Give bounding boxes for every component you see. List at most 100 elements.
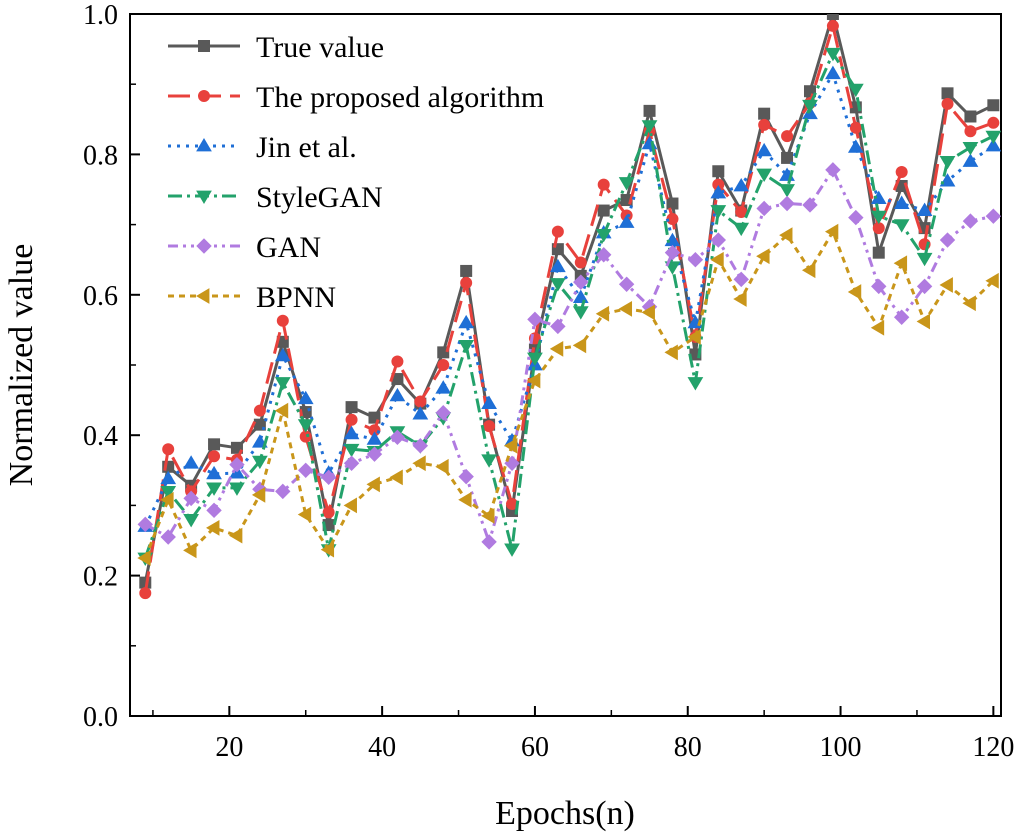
data-point	[458, 468, 474, 485]
data-point	[435, 405, 451, 421]
data-point	[275, 483, 291, 500]
data-point	[870, 319, 885, 336]
legend-item: GAN	[168, 231, 321, 264]
data-point	[826, 14, 839, 20]
data-point	[183, 455, 199, 469]
data-point	[297, 419, 314, 433]
data-point	[504, 437, 518, 454]
data-point	[987, 116, 1000, 129]
data-point	[939, 156, 956, 170]
data-point	[824, 223, 839, 240]
data-point	[460, 276, 473, 289]
legend-item: StyleGAN	[168, 181, 383, 214]
data-point	[893, 219, 910, 233]
data-point	[343, 425, 360, 440]
data-point	[939, 232, 956, 248]
x-tick-label: 40	[368, 732, 396, 763]
data-point	[274, 347, 291, 362]
x-tick-label: 120	[972, 732, 1014, 763]
data-point	[756, 168, 773, 183]
data-point	[549, 340, 564, 357]
data-point	[389, 387, 406, 402]
data-point	[435, 458, 449, 475]
data-point	[826, 19, 839, 32]
data-point	[962, 295, 976, 312]
data-point	[712, 165, 725, 178]
legend-label: The proposed algorithm	[256, 81, 544, 114]
legend-label: StyleGAN	[256, 181, 383, 214]
data-point	[162, 443, 175, 456]
data-point	[297, 506, 312, 523]
legend-item: Jin et al.	[168, 131, 357, 164]
data-point	[139, 587, 152, 600]
data-point	[643, 104, 656, 117]
data-point	[664, 344, 678, 361]
data-point	[618, 177, 635, 191]
data-point	[895, 165, 908, 178]
series-line	[143, 51, 995, 559]
data-point	[229, 456, 245, 473]
data-point	[733, 222, 750, 237]
data-point	[458, 314, 475, 329]
data-point	[847, 139, 864, 153]
data-point	[458, 491, 472, 508]
series-line	[143, 230, 995, 559]
legend-label: Jin et al.	[256, 131, 357, 164]
data-point	[893, 309, 910, 325]
data-point	[206, 465, 222, 480]
data-point	[893, 195, 910, 209]
data-point	[252, 455, 268, 470]
data-point	[274, 377, 291, 391]
data-point	[985, 137, 1001, 152]
legend-marker	[196, 288, 210, 304]
x-tick-label: 80	[674, 732, 702, 763]
data-point	[366, 476, 380, 493]
data-point	[412, 455, 426, 472]
y-tick-label: 0.4	[83, 421, 118, 452]
data-point	[299, 430, 312, 443]
data-point	[481, 395, 497, 410]
data-point	[985, 272, 999, 289]
series-line	[144, 168, 994, 544]
data-point	[733, 271, 749, 288]
data-point	[253, 404, 266, 417]
data-point	[710, 232, 727, 248]
data-point	[343, 497, 357, 514]
data-point	[366, 431, 383, 445]
y-tick-label: 0.2	[83, 562, 118, 593]
legend-marker	[196, 238, 212, 254]
data-point	[872, 222, 885, 235]
data-point	[391, 355, 404, 368]
data-point	[664, 244, 681, 261]
legend-marker	[196, 190, 212, 204]
data-point	[504, 543, 520, 557]
data-point	[137, 516, 153, 533]
data-point	[687, 251, 704, 268]
y-tick-label: 0.8	[83, 140, 118, 171]
data-point	[276, 314, 289, 327]
x-tick-label: 100	[820, 732, 862, 763]
data-point	[595, 247, 612, 263]
legend-item: BPNN	[168, 281, 336, 314]
data-point	[206, 502, 222, 519]
data-point	[987, 99, 1000, 112]
data-point	[160, 485, 177, 500]
data-point	[985, 130, 1001, 145]
data-point	[962, 213, 979, 229]
series-4	[137, 162, 1001, 550]
data-point	[160, 529, 176, 545]
data-point	[549, 258, 566, 273]
data-point	[458, 339, 475, 354]
data-point	[230, 441, 243, 454]
data-point	[779, 195, 795, 212]
data-point	[871, 278, 887, 295]
data-point	[779, 184, 795, 198]
data-point	[412, 406, 429, 420]
data-point	[870, 210, 887, 225]
data-point	[781, 130, 794, 143]
data-point	[985, 208, 1001, 224]
data-point	[779, 227, 793, 244]
data-point	[527, 352, 543, 366]
legend-marker	[198, 40, 210, 52]
data-point	[687, 377, 704, 391]
